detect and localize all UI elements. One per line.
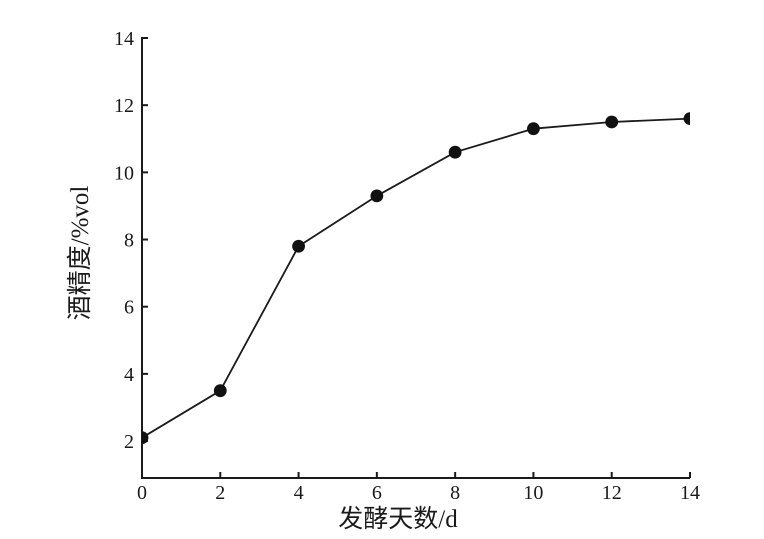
x-tick-label: 12: [602, 482, 622, 504]
data-point-marker: [213, 384, 227, 398]
data-point-marker: [527, 122, 540, 136]
y-axis-ticks: 2 4 6 8 10 12 14: [114, 28, 148, 453]
data-point-marker: [448, 145, 462, 159]
data-point-marker: [683, 112, 690, 126]
data-line: [142, 117, 690, 439]
y-axis-title: 酒精度/%vol: [66, 186, 94, 321]
y-tick-label: 2: [124, 431, 134, 453]
y-tick-label: 8: [124, 230, 134, 252]
y-tick-label: 10: [114, 162, 134, 184]
x-axis-title: 发酵天数/d: [338, 505, 458, 533]
data-point-marker: [370, 189, 384, 203]
data-series: [142, 112, 690, 445]
y-tick-label: 4: [124, 364, 134, 386]
y-tick-label: 12: [114, 95, 134, 117]
x-tick-label: 2: [215, 482, 225, 504]
y-tick-label: 14: [114, 28, 134, 50]
x-tick-label: 14: [680, 482, 700, 504]
x-tick-label: 8: [450, 482, 460, 504]
x-tick-label: 10: [523, 482, 543, 504]
x-tick-label: 0: [137, 482, 147, 504]
data-point-marker: [142, 431, 149, 445]
x-tick-label: 6: [372, 482, 382, 504]
y-tick-label: 6: [124, 297, 134, 319]
data-point-marker: [605, 115, 619, 129]
x-axis-ticks: 0 2 4 6 8 10 12 14: [137, 472, 700, 504]
x-tick-label: 4: [294, 482, 304, 504]
data-point-marker: [292, 239, 305, 253]
